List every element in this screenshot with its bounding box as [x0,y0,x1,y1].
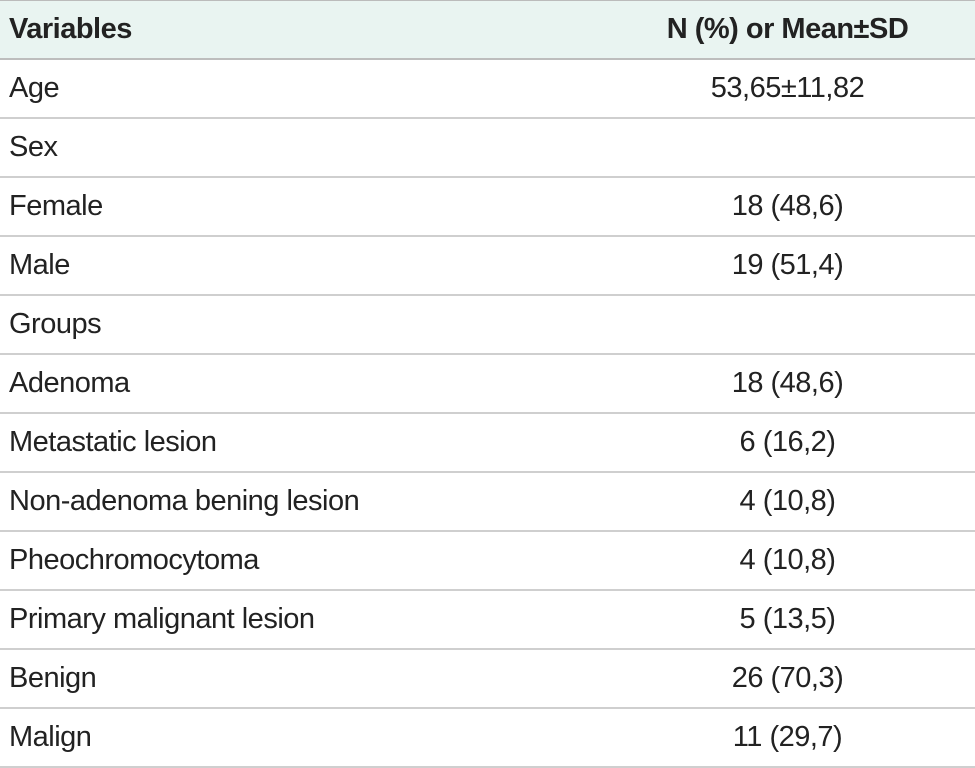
variable-cell: Groups [9,308,102,340]
variable-cell: Pheochromocytoma [9,544,259,576]
table-row: Pheochromocytoma 4 (10,8) [0,532,975,591]
table-row: Non-adenoma bening lesion 4 (10,8) [0,473,975,532]
value-cell: 11 (29,7) [732,721,843,753]
variable-cell: Adenoma [9,367,130,399]
table-row: Malign 11 (29,7) [0,709,975,768]
header-cell: Variables [9,13,132,45]
variable-cell: Female [9,190,103,222]
variable-cell: Benign [9,662,97,694]
table-row: Female 18 (48,6) [0,178,975,237]
table-row: Groups [0,296,975,355]
table-row: Benign 26 (70,3) [0,650,975,709]
value-cell: 4 (10,8) [739,485,836,517]
variable-cell: Malign [9,721,92,753]
header-cell: N (%) or Mean±SD [666,13,909,45]
header-row: Variables N (%) or Mean±SD [0,1,975,60]
value-cell: 6 (16,2) [739,426,836,458]
variable-cell: Non-adenoma bening lesion [9,485,360,517]
value-cell: 5 (13,5) [739,603,836,635]
table-row: Adenoma 18 (48,6) [0,355,975,414]
variable-cell: Primary malignant lesion [9,603,315,635]
table-row: Metastatic lesion 6 (16,2) [0,414,975,473]
variable-cell: Sex [9,131,58,163]
variable-cell: Metastatic lesion [9,426,217,458]
value-cell: 19 (51,4) [731,249,844,281]
value-cell: 26 (70,3) [731,662,844,694]
table-row: Primary malignant lesion 5 (13,5) [0,591,975,650]
table-row: Sex [0,119,975,178]
table-row: Male 19 (51,4) [0,237,975,296]
value-cell: 18 (48,6) [731,367,844,399]
value-cell: 18 (48,6) [731,190,844,222]
variable-cell: Male [9,249,70,281]
table-row: Age 53,65±11,82 [0,60,975,119]
value-cell: 4 (10,8) [739,544,836,576]
value-cell: 53,65±11,82 [710,72,865,104]
variable-cell: Age [9,72,60,104]
